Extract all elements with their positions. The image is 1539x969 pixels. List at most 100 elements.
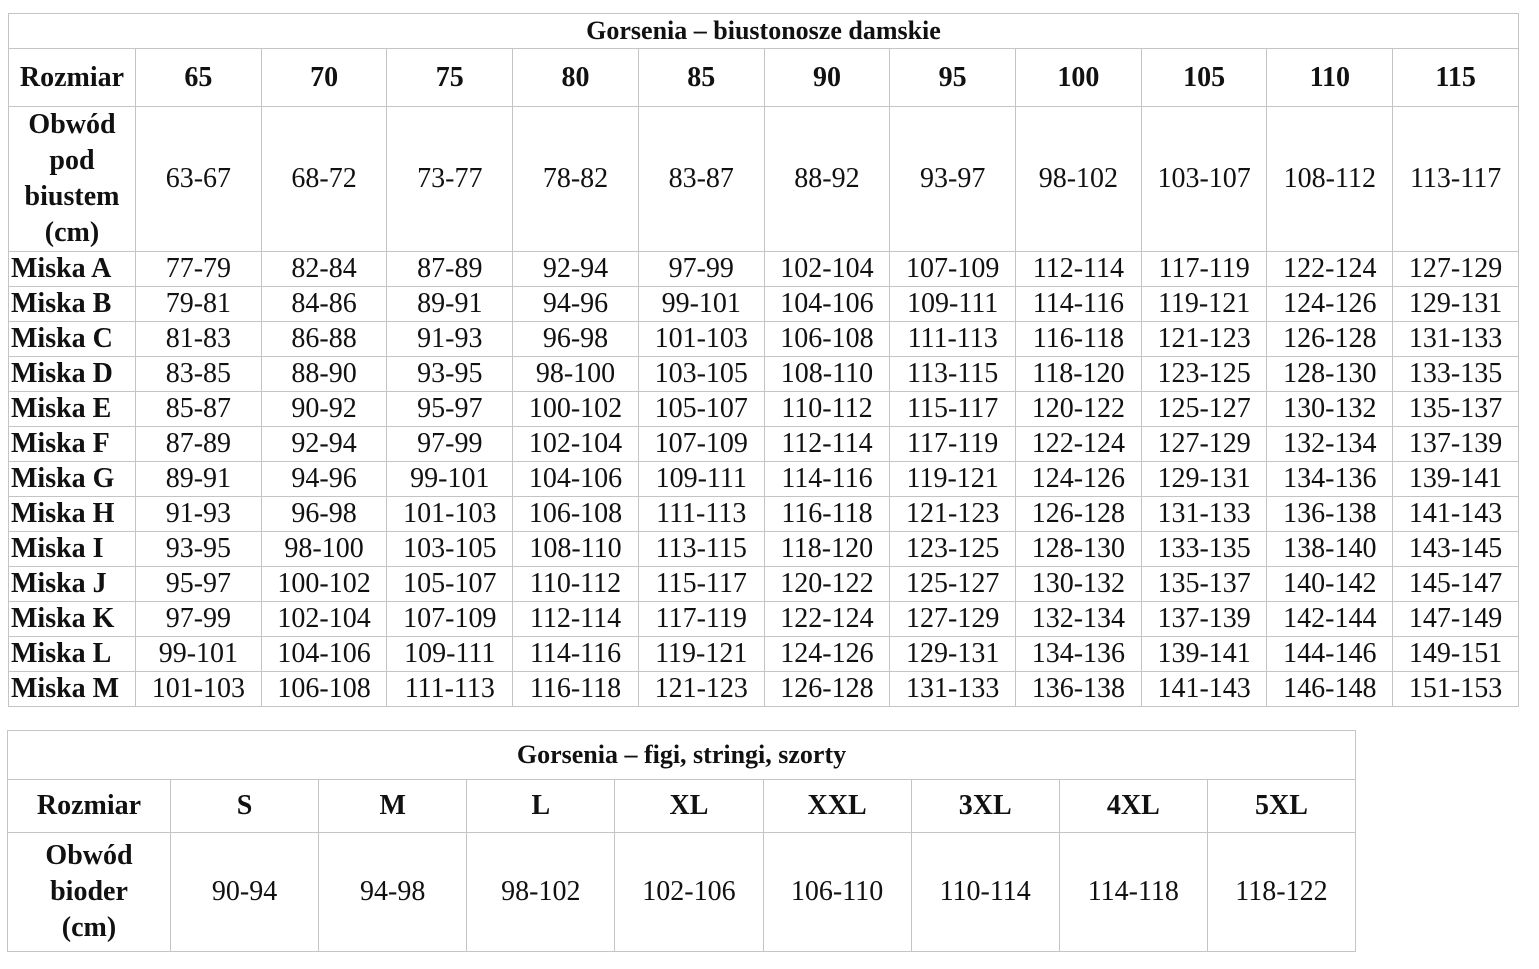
bust-range: 133-135 bbox=[1140, 531, 1268, 567]
bust-range: 129-131 bbox=[1140, 461, 1268, 497]
cup-row: Miska F 87-89 92-94 97-99 102-104 107-109 112-… bbox=[8, 426, 1519, 462]
bust-range: 111-113 bbox=[889, 321, 1017, 357]
bust-range: 96-98 bbox=[260, 496, 388, 532]
hip-range: 106-110 bbox=[762, 832, 912, 952]
band-size: 70 bbox=[260, 48, 388, 107]
bust-range: 128-130 bbox=[1266, 356, 1394, 392]
bust-range: 131-133 bbox=[1140, 496, 1268, 532]
band-size: 105 bbox=[1140, 48, 1268, 107]
cup-label: Miska K bbox=[8, 601, 136, 637]
bust-range: 120-122 bbox=[763, 566, 891, 602]
bust-range: 96-98 bbox=[512, 321, 639, 357]
cup-row: Miska E 85-87 90-92 95-97 100-102 105-107 110-… bbox=[8, 391, 1519, 427]
bust-range: 107-109 bbox=[386, 601, 514, 637]
bust-range: 139-141 bbox=[1140, 636, 1268, 672]
bust-range: 115-117 bbox=[637, 566, 765, 602]
underbust-value: 83-87 bbox=[637, 106, 765, 252]
bust-range: 123-125 bbox=[889, 531, 1017, 567]
bust-range: 135-137 bbox=[1392, 391, 1519, 427]
bust-range: 105-107 bbox=[637, 391, 765, 427]
bust-range: 113-115 bbox=[889, 356, 1017, 392]
bust-range: 126-128 bbox=[763, 671, 891, 707]
bust-range: 103-105 bbox=[637, 356, 765, 392]
label-line: (cm) bbox=[44, 217, 100, 248]
cup-row: Miska D 83-85 88-90 93-95 98-100 103-105 108-1… bbox=[8, 356, 1519, 392]
hip-range: 102-106 bbox=[614, 832, 764, 952]
bust-range: 123-125 bbox=[1140, 356, 1268, 392]
briefs-size: M bbox=[318, 779, 468, 833]
bust-range: 92-94 bbox=[512, 251, 639, 287]
underbust-value: 98-102 bbox=[1015, 106, 1142, 252]
bust-range: 141-143 bbox=[1140, 671, 1268, 707]
briefs-size: 3XL bbox=[910, 779, 1060, 833]
bust-range: 81-83 bbox=[135, 321, 262, 357]
bust-range: 129-131 bbox=[889, 636, 1017, 672]
bust-range: 102-104 bbox=[260, 601, 388, 637]
cup-label: Miska G bbox=[8, 461, 136, 497]
hip-range: 110-114 bbox=[910, 832, 1060, 952]
bust-range: 99-101 bbox=[637, 286, 765, 322]
cup-row: Miska K 97-99 102-104 107-109 112-114 117-119… bbox=[8, 601, 1519, 637]
cup-row: Miska J 95-97 100-102 105-107 110-112 115-117… bbox=[8, 566, 1519, 602]
bust-range: 124-126 bbox=[1266, 286, 1394, 322]
cup-label: Miska H bbox=[8, 496, 136, 532]
cup-label: Miska L bbox=[8, 636, 136, 672]
bust-range: 77-79 bbox=[135, 251, 262, 287]
hip-range: 114-118 bbox=[1058, 832, 1208, 952]
bust-range: 145-147 bbox=[1392, 566, 1519, 602]
bust-range: 94-96 bbox=[512, 286, 639, 322]
bust-range: 136-138 bbox=[1015, 671, 1142, 707]
bust-range: 125-127 bbox=[889, 566, 1017, 602]
header-row: Rozmiar 65 70 75 80 85 90 95 100 105 110 115 bbox=[8, 48, 1519, 107]
band-size: 95 bbox=[889, 48, 1017, 107]
band-size: 80 bbox=[512, 48, 639, 107]
bust-range: 98-100 bbox=[512, 356, 639, 392]
band-size: 75 bbox=[386, 48, 514, 107]
title-row: Gorsenia – figi, stringi, szorty bbox=[7, 730, 1356, 780]
cup-label: Miska F bbox=[8, 426, 136, 462]
cup-row: Miska B 79-81 84-86 89-91 94-96 99-101 104-106… bbox=[8, 286, 1519, 322]
bust-range: 97-99 bbox=[386, 426, 514, 462]
bust-range: 122-124 bbox=[1015, 426, 1142, 462]
underbust-row: Obwód pod biustem (cm) 63-67 68-72 73-77 78-82 8… bbox=[8, 106, 1519, 252]
underbust-value: 63-67 bbox=[135, 106, 262, 252]
bust-range: 100-102 bbox=[260, 566, 388, 602]
bust-range: 92-94 bbox=[260, 426, 388, 462]
bust-range: 127-129 bbox=[1140, 426, 1268, 462]
hip-range: 94-98 bbox=[318, 832, 468, 952]
hip-label: Obwód bioder (cm) bbox=[7, 832, 171, 952]
bust-range: 138-140 bbox=[1266, 531, 1394, 567]
bust-range: 95-97 bbox=[386, 391, 514, 427]
bust-range: 121-123 bbox=[889, 496, 1017, 532]
bra-size-table: Gorsenia – biustonosze damskie Rozmiar 65 7… bbox=[8, 13, 1519, 707]
bust-range: 102-104 bbox=[512, 426, 639, 462]
bust-range: 114-116 bbox=[763, 461, 891, 497]
title-row: Gorsenia – biustonosze damskie bbox=[8, 13, 1519, 49]
bust-range: 140-142 bbox=[1266, 566, 1394, 602]
bust-range: 114-116 bbox=[1015, 286, 1142, 322]
bust-range: 117-119 bbox=[637, 601, 765, 637]
bust-range: 118-120 bbox=[763, 531, 891, 567]
bust-range: 134-136 bbox=[1015, 636, 1142, 672]
briefs-size: XL bbox=[614, 779, 764, 833]
cup-label: Miska J bbox=[8, 566, 136, 602]
bust-range: 99-101 bbox=[135, 636, 262, 672]
hip-row: Obwód bioder (cm) 90-94 94-98 98-102 102-106 10… bbox=[7, 832, 1357, 952]
bust-range: 88-90 bbox=[260, 356, 388, 392]
bust-range: 116-118 bbox=[1015, 321, 1142, 357]
bust-range: 90-92 bbox=[260, 391, 388, 427]
underbust-value: 113-117 bbox=[1392, 106, 1519, 252]
underbust-label: Obwód pod biustem (cm) bbox=[8, 106, 136, 252]
bust-range: 127-129 bbox=[1392, 251, 1519, 287]
bust-range: 143-145 bbox=[1392, 531, 1519, 567]
bust-range: 130-132 bbox=[1015, 566, 1142, 602]
cup-label: Miska D bbox=[8, 356, 136, 392]
briefs-size: 5XL bbox=[1206, 779, 1357, 833]
bust-range: 104-106 bbox=[512, 461, 639, 497]
bust-range: 93-95 bbox=[135, 531, 262, 567]
cup-row: Miska M 101-103 106-108 111-113 116-118 121-1… bbox=[8, 671, 1519, 707]
cup-row: Miska G 89-91 94-96 99-101 104-106 109-111 114… bbox=[8, 461, 1519, 497]
label-line: Obwód bbox=[28, 109, 116, 140]
bust-range: 146-148 bbox=[1266, 671, 1394, 707]
bust-range: 113-115 bbox=[637, 531, 765, 567]
